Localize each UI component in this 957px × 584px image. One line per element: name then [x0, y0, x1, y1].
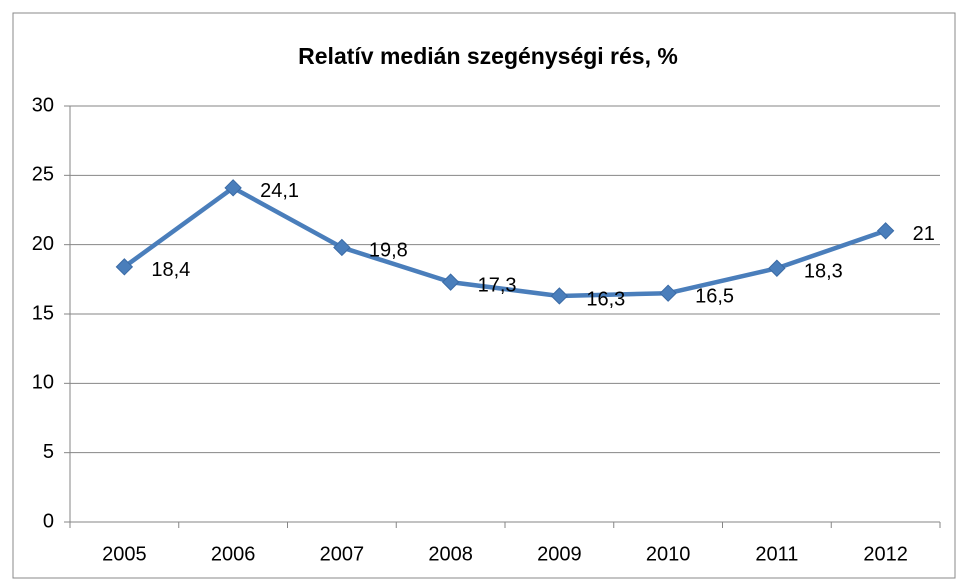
- y-tick-label: 5: [43, 441, 54, 463]
- data-point: [115, 258, 134, 276]
- chart-frame: [12, 12, 956, 579]
- data-label: 24,1: [260, 180, 299, 202]
- x-tick-label: 2006: [211, 543, 256, 565]
- x-tick-label: 2008: [428, 543, 473, 565]
- y-tick-label: 30: [32, 94, 54, 116]
- x-tick-label: 2009: [537, 543, 582, 565]
- data-point: [333, 238, 351, 257]
- x-tick-label: 2012: [863, 543, 908, 565]
- y-tick-label: 20: [32, 233, 54, 255]
- x-tick-label: 2007: [320, 543, 365, 565]
- data-label: 16,5: [695, 285, 734, 307]
- y-tick-label: 15: [32, 302, 54, 324]
- chart-title: Relatív medián szegénységi rés, %: [298, 43, 678, 69]
- data-label: 17,3: [478, 274, 517, 296]
- data-label: 16,3: [586, 288, 625, 310]
- data-label: 21: [913, 223, 935, 245]
- y-tick-label: 10: [32, 372, 54, 394]
- x-tick-label: 2011: [755, 543, 798, 565]
- data-point: [550, 287, 569, 305]
- data-point: [224, 179, 242, 197]
- series-line: [123, 185, 887, 299]
- data-point: [659, 284, 677, 302]
- y-tick-label: 25: [32, 164, 54, 186]
- data-label: 19,8: [369, 240, 408, 262]
- data-point: [768, 259, 786, 277]
- y-tick-label: 0: [43, 510, 54, 532]
- data-point: [876, 222, 895, 240]
- data-label: 18,3: [804, 261, 843, 283]
- x-tick-label: 2010: [646, 543, 691, 565]
- data-label: 18,4: [151, 259, 190, 281]
- data-point: [441, 273, 460, 291]
- x-tick-label: 2005: [102, 543, 147, 565]
